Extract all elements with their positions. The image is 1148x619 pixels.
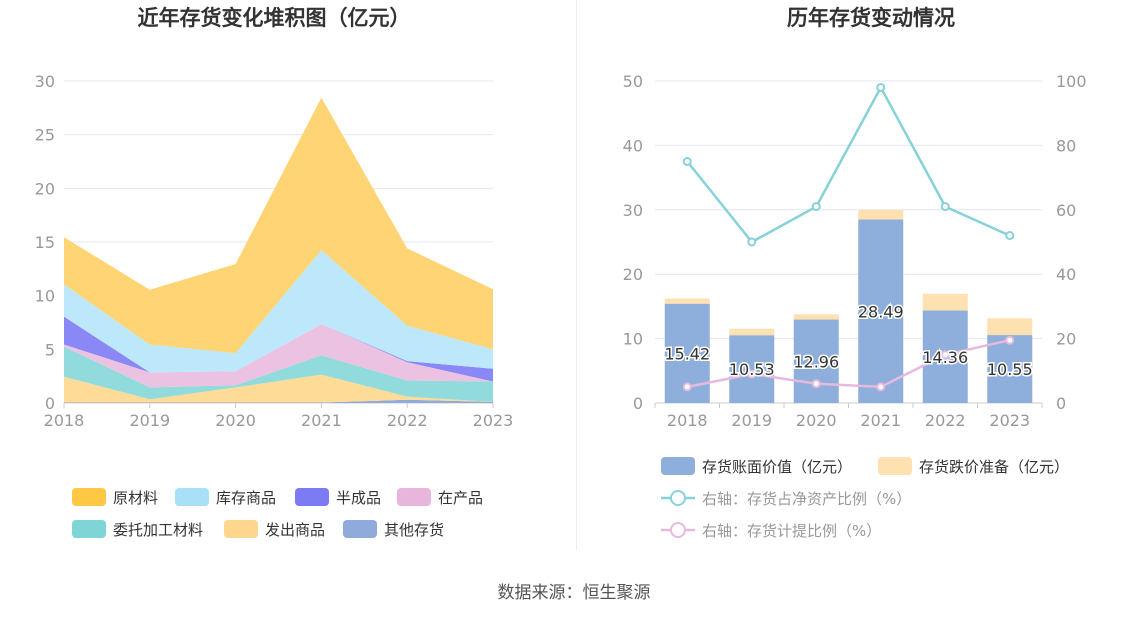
line-point — [747, 237, 757, 247]
legend-label: 存货账面价值（亿元） — [702, 458, 852, 476]
area-series — [64, 324, 493, 388]
bar-impairment — [858, 209, 904, 220]
legend-swatch — [878, 457, 912, 475]
line-point — [1005, 231, 1015, 241]
bar-data-label: 14.36 — [922, 348, 968, 367]
y-tick-label: 25 — [35, 126, 55, 145]
y-tick-label: 20 — [35, 179, 55, 198]
legend-swatch — [397, 488, 431, 506]
x-tick-label: 2022 — [387, 411, 428, 430]
legend-swatch — [295, 488, 329, 506]
line-point — [682, 382, 692, 392]
legend-label: 右轴：存货计提比例（%） — [702, 522, 881, 540]
y-right-tick-label: 20 — [1056, 330, 1076, 349]
y-right-tick-label: 40 — [1056, 265, 1076, 284]
legend-swatch — [175, 488, 209, 506]
chart-title: 近年存货变化堆积图（亿元） — [138, 6, 411, 30]
legend-swatch — [72, 488, 106, 506]
y-left-tick-label: 0 — [633, 394, 643, 413]
line-point — [940, 350, 950, 360]
x-tick-label: 2019 — [731, 411, 772, 430]
area-series — [64, 374, 493, 403]
x-tick-label: 2019 — [129, 411, 170, 430]
legend-swatch — [72, 520, 106, 538]
bar-impairment — [793, 314, 839, 320]
legend-swatch — [661, 457, 695, 475]
legend-label: 发出商品 — [265, 521, 325, 539]
bar-data-label: 10.53 — [729, 360, 775, 379]
bar-impairment — [729, 328, 775, 336]
y-right-tick-label: 60 — [1056, 201, 1076, 220]
y-left-tick-label: 50 — [623, 72, 643, 91]
bar-impairment — [922, 293, 968, 311]
legend-marker — [670, 522, 686, 538]
area-series — [64, 97, 493, 354]
stacked-area-chart: 近年存货变化堆积图（亿元） 0 5 10 15 20 25 30 2018 2019 2020 202… — [35, 6, 514, 539]
legend-label: 其他存货 — [384, 521, 444, 539]
y-tick-label: 0 — [45, 394, 55, 413]
x-tick-label: 2018 — [44, 411, 85, 430]
line-series — [687, 338, 1011, 389]
y-right-tick-label: 0 — [1056, 394, 1066, 413]
x-tick-label: 2020 — [796, 411, 837, 430]
bar-book-value — [793, 319, 839, 403]
x-tick-label: 2023 — [989, 411, 1030, 430]
bar-book-value — [729, 335, 775, 403]
line-point — [747, 369, 757, 379]
chart-divider — [576, 0, 577, 550]
x-tick-label: 2020 — [215, 411, 256, 430]
bar-impairment — [664, 298, 710, 304]
legend-label: 委托加工材料 — [113, 521, 203, 539]
x-tick-label: 2021 — [301, 411, 342, 430]
bar-book-value — [858, 219, 904, 403]
legend-label: 右轴：存货占净资产比例（%） — [702, 490, 911, 508]
bar-data-label: 12.96 — [793, 352, 839, 371]
bar-impairment — [987, 318, 1033, 336]
y-tick-label: 5 — [45, 340, 55, 359]
legend-label: 在产品 — [438, 489, 483, 507]
area-series — [64, 346, 493, 402]
x-tick-label: 2023 — [473, 411, 514, 430]
chart-title: 历年存货变动情况 — [787, 6, 955, 30]
legend-swatch — [224, 520, 258, 538]
bar-data-label: 10.55 — [987, 360, 1033, 379]
area-series — [64, 250, 493, 373]
legend-marker — [670, 490, 686, 506]
line-point — [1005, 335, 1015, 345]
legend-label: 库存商品 — [216, 489, 276, 507]
y-tick-label: 15 — [35, 233, 55, 252]
line-point — [876, 82, 886, 92]
y-right-tick-label: 80 — [1056, 136, 1076, 155]
y-tick-label: 30 — [35, 72, 55, 91]
y-left-tick-label: 40 — [623, 136, 643, 155]
line-point — [682, 157, 692, 166]
y-right-tick-label: 100 — [1056, 72, 1087, 91]
x-tick-label: 2018 — [667, 411, 708, 430]
legend-label: 原材料 — [113, 489, 158, 507]
y-left-tick-label: 30 — [623, 201, 643, 220]
line-series — [686, 84, 1011, 244]
area-series — [64, 399, 493, 403]
legend-label: 半成品 — [336, 489, 381, 507]
line-point — [940, 202, 950, 212]
y-tick-label: 10 — [35, 287, 55, 306]
bar-line-chart: 历年存货变动情况 0 10 20 30 40 50 0 20 40 60 80 100 2018 2019 2… — [623, 6, 1087, 540]
bar-data-label: 28.49 — [858, 302, 904, 321]
bar-data-label: 15.42 — [664, 344, 710, 363]
line-point — [876, 382, 886, 392]
legend-swatch — [343, 520, 377, 538]
y-left-tick-label: 10 — [623, 330, 643, 349]
line-point — [811, 202, 821, 212]
legend-label: 存货跌价准备（亿元） — [919, 458, 1069, 476]
y-left-tick-label: 20 — [623, 265, 643, 284]
bar-book-value — [987, 335, 1033, 403]
line-point — [811, 379, 821, 389]
x-tick-label: 2021 — [860, 411, 901, 430]
x-tick-label: 2022 — [925, 411, 966, 430]
data-source-note: 数据来源：恒生聚源 — [497, 583, 651, 603]
